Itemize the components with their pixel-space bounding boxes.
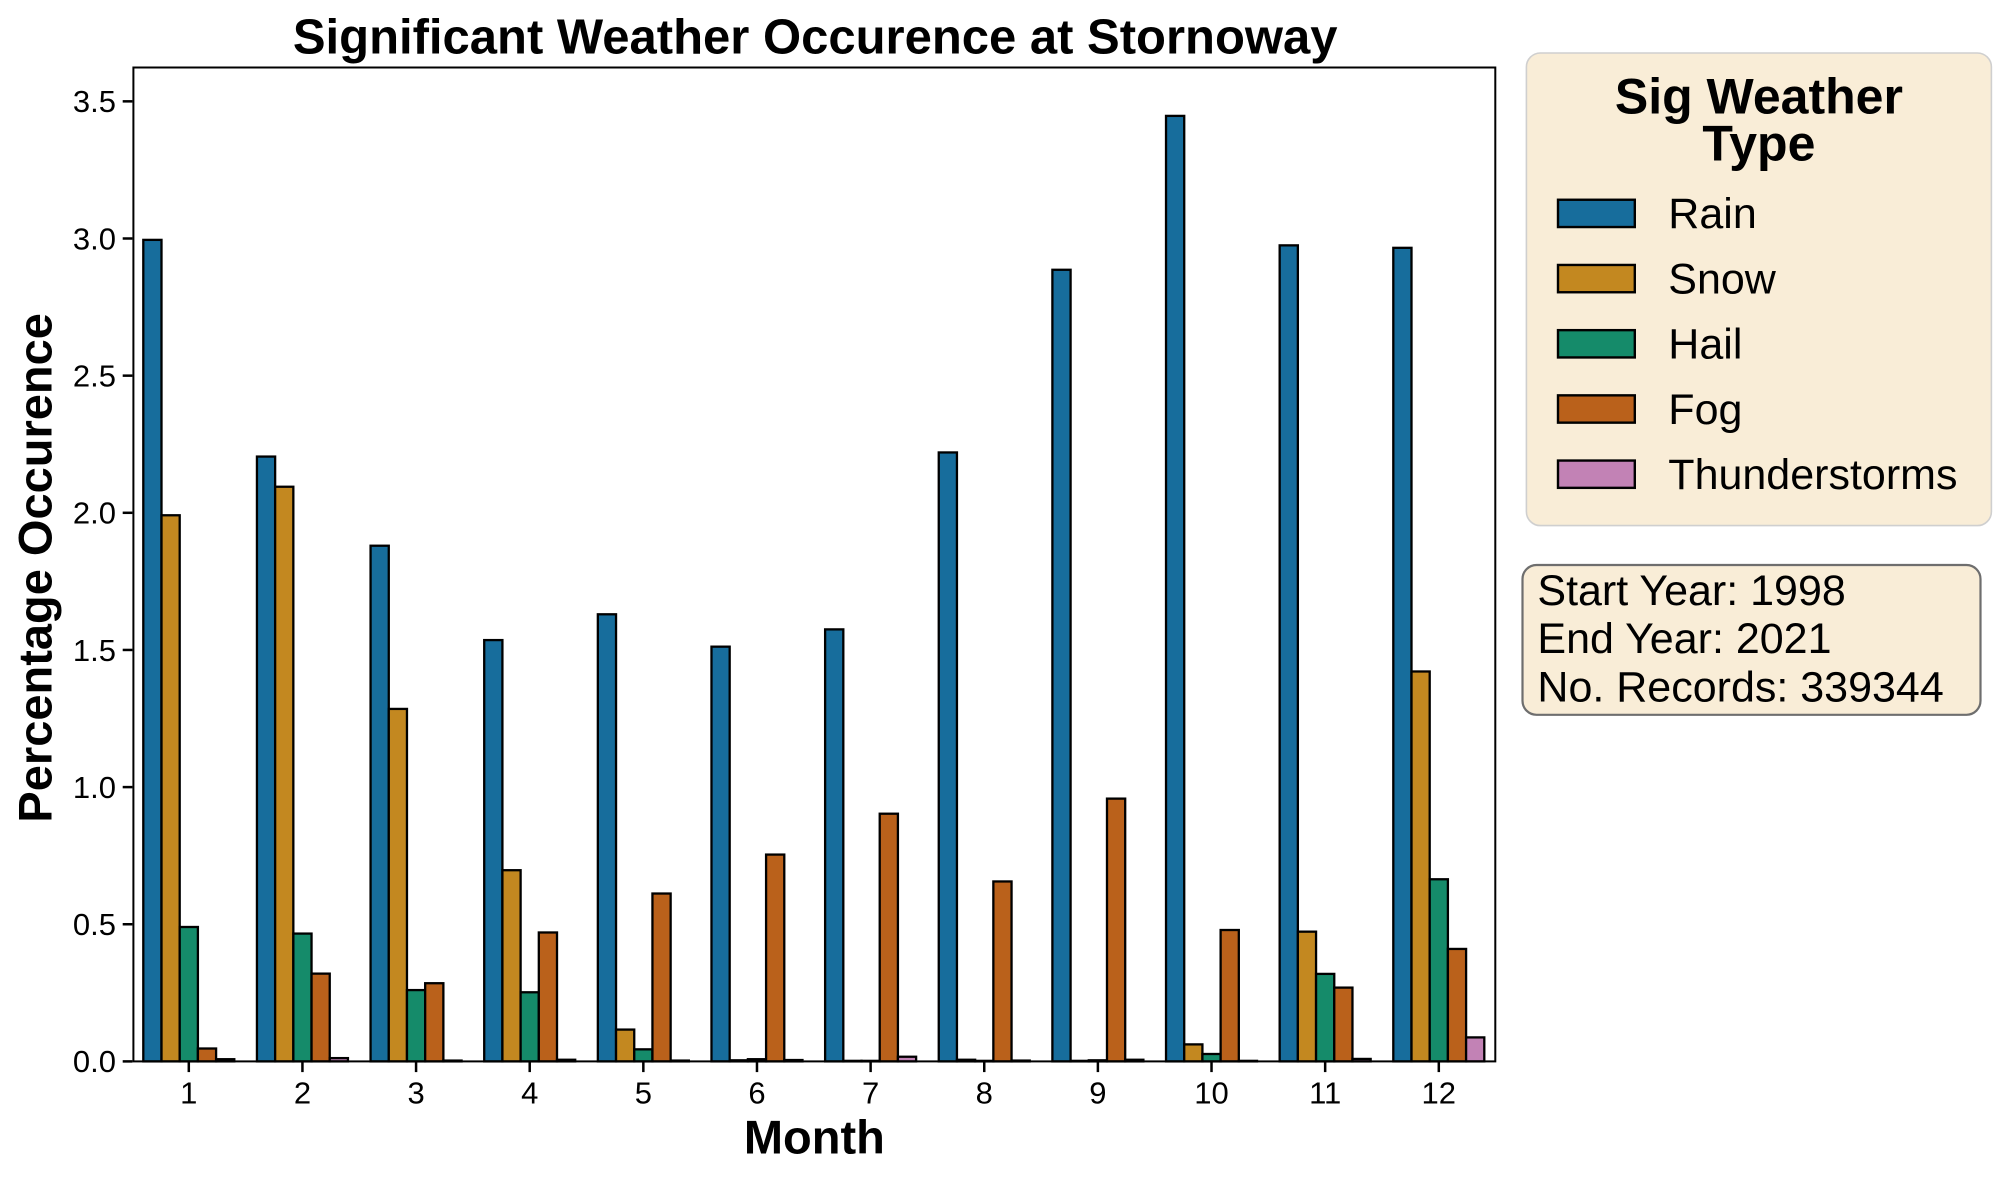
- svg-text:Fog: Fog: [1668, 386, 1742, 434]
- svg-text:0.5: 0.5: [73, 907, 116, 942]
- svg-text:11: 11: [1309, 1076, 1341, 1111]
- svg-text:Rain: Rain: [1668, 190, 1756, 238]
- svg-text:4: 4: [521, 1076, 538, 1111]
- svg-text:2.0: 2.0: [73, 496, 116, 531]
- svg-text:10: 10: [1194, 1076, 1228, 1111]
- svg-text:5: 5: [635, 1076, 652, 1111]
- svg-text:3: 3: [407, 1076, 424, 1111]
- svg-text:Sig Weather: Sig Weather: [1615, 69, 1903, 125]
- svg-text:End Year: 2021: End Year: 2021: [1537, 615, 1831, 663]
- svg-text:0.0: 0.0: [73, 1044, 116, 1079]
- svg-text:8: 8: [976, 1076, 993, 1111]
- svg-text:1.5: 1.5: [73, 633, 116, 668]
- svg-text:Month: Month: [744, 1111, 885, 1164]
- svg-text:3.0: 3.0: [73, 221, 116, 256]
- svg-text:9: 9: [1089, 1076, 1106, 1111]
- svg-text:1.0: 1.0: [73, 770, 116, 805]
- svg-text:No. Records: 339344: No. Records: 339344: [1537, 663, 1943, 711]
- svg-text:Hail: Hail: [1668, 321, 1742, 369]
- svg-text:Thunderstorms: Thunderstorms: [1668, 451, 1957, 499]
- svg-text:Type: Type: [1702, 115, 1815, 171]
- svg-text:1: 1: [180, 1076, 197, 1111]
- svg-text:7: 7: [862, 1076, 879, 1111]
- svg-text:2.5: 2.5: [73, 358, 116, 393]
- svg-text:Snow: Snow: [1668, 255, 1777, 303]
- svg-text:Start Year: 1998: Start Year: 1998: [1537, 567, 1845, 615]
- svg-text:2: 2: [294, 1076, 311, 1111]
- svg-text:Percentage Occurence: Percentage Occurence: [9, 313, 62, 822]
- svg-text:12: 12: [1422, 1076, 1456, 1111]
- svg-text:3.5: 3.5: [73, 84, 116, 119]
- svg-text:Significant Weather Occurence: Significant Weather Occurence at Stornow…: [293, 11, 1338, 65]
- svg-text:6: 6: [748, 1076, 765, 1111]
